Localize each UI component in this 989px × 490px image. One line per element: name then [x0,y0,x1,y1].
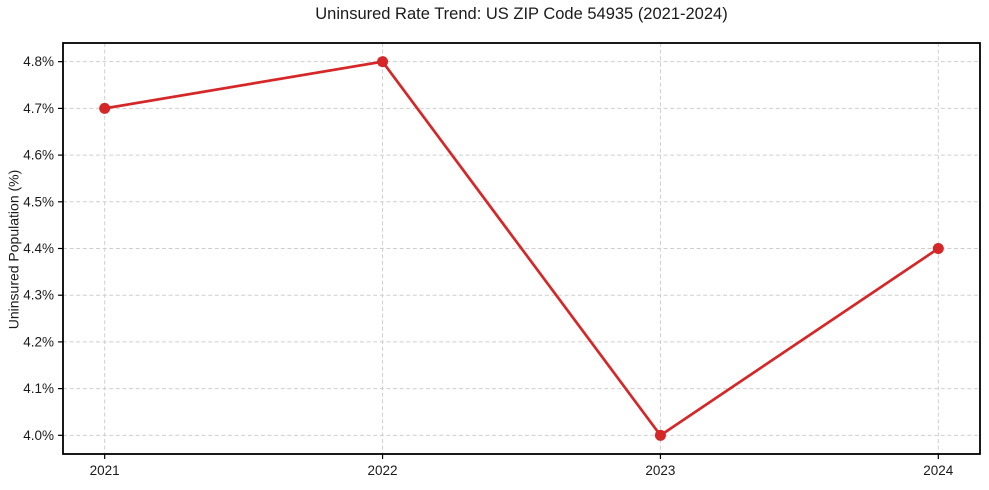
data-point [99,102,111,114]
x-tick-label: 2024 [923,463,954,478]
x-tick-label: 2021 [90,463,120,478]
y-tick-label: 4.4% [23,241,54,256]
chart-title: Uninsured Rate Trend: US ZIP Code 54935 … [315,5,728,23]
data-point [654,429,666,441]
x-tick-label: 2022 [368,463,398,478]
y-tick-label: 4.0% [23,428,54,443]
data-line [103,60,940,437]
data-point [377,56,389,68]
y-tick-label: 4.1% [23,381,54,396]
x-tick-label: 2023 [645,463,675,478]
data-point [932,243,944,254]
plot-border [62,42,981,455]
y-tick-label: 4.5% [23,194,54,209]
y-tick-label: 4.3% [23,288,54,303]
y-tick-label: 4.7% [23,101,54,116]
y-tick-label: 4.6% [23,148,54,163]
y-tick-label: 4.2% [23,334,54,349]
y-tick-label: 4.8% [23,54,54,69]
